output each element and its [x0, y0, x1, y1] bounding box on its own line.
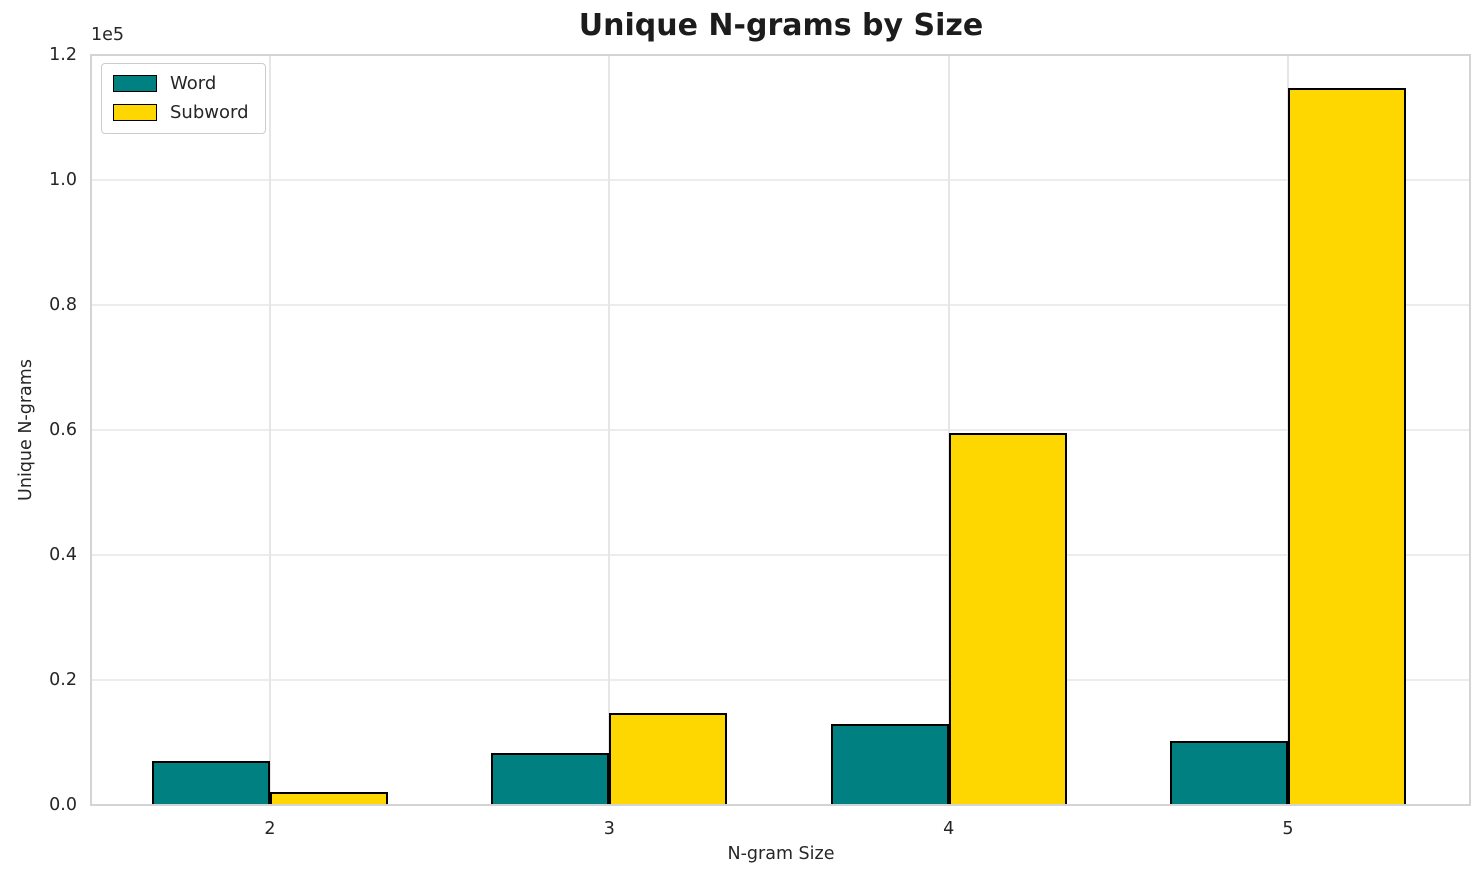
legend-label-word: Word	[170, 73, 217, 94]
x-tick-label: 4	[943, 819, 955, 839]
bar-subword-3	[609, 713, 728, 806]
top-spine	[91, 54, 1470, 56]
legend-item-word: Word	[113, 73, 249, 94]
x-tick-label: 3	[603, 819, 615, 839]
legend-swatch-word	[113, 75, 157, 92]
y-tick-label: 0.6	[49, 420, 77, 440]
bar-word-5	[1169, 741, 1288, 806]
bar-subword-4	[948, 433, 1067, 806]
y-tick-label: 0.8	[49, 295, 77, 315]
legend-swatch-subword	[113, 104, 157, 121]
chart-title: Unique N-grams by Size	[578, 8, 984, 43]
legend: Word Subword	[101, 63, 266, 134]
x-tick-label: 5	[1282, 819, 1294, 839]
right-spine	[1469, 54, 1471, 806]
y-tick-label: 0.0	[49, 795, 77, 815]
legend-label-subword: Subword	[170, 102, 249, 123]
v-gridline	[269, 55, 271, 805]
y-axis-offset-text: 1e5	[91, 25, 125, 45]
h-gridline	[91, 679, 1470, 681]
h-gridline	[91, 179, 1470, 181]
bar-subword-5	[1287, 87, 1406, 806]
x-axis-label: N-gram Size	[727, 844, 835, 864]
y-tick-label: 0.2	[49, 670, 77, 690]
h-gridline	[91, 429, 1470, 431]
bar-word-3	[491, 753, 610, 806]
y-tick-label: 0.4	[49, 545, 77, 565]
v-gridline	[608, 55, 611, 805]
bar-word-4	[830, 723, 949, 806]
y-tick-label: 1.0	[49, 170, 77, 190]
h-gridline	[91, 554, 1470, 556]
y-tick-label: 1.2	[49, 45, 77, 65]
legend-item-subword: Subword	[113, 102, 249, 123]
bar-word-2	[152, 761, 270, 806]
x-tick-label: 2	[264, 819, 276, 839]
v-gridline	[947, 55, 950, 805]
left-spine	[90, 54, 92, 806]
h-gridline	[91, 304, 1470, 306]
bottom-spine	[91, 804, 1470, 806]
